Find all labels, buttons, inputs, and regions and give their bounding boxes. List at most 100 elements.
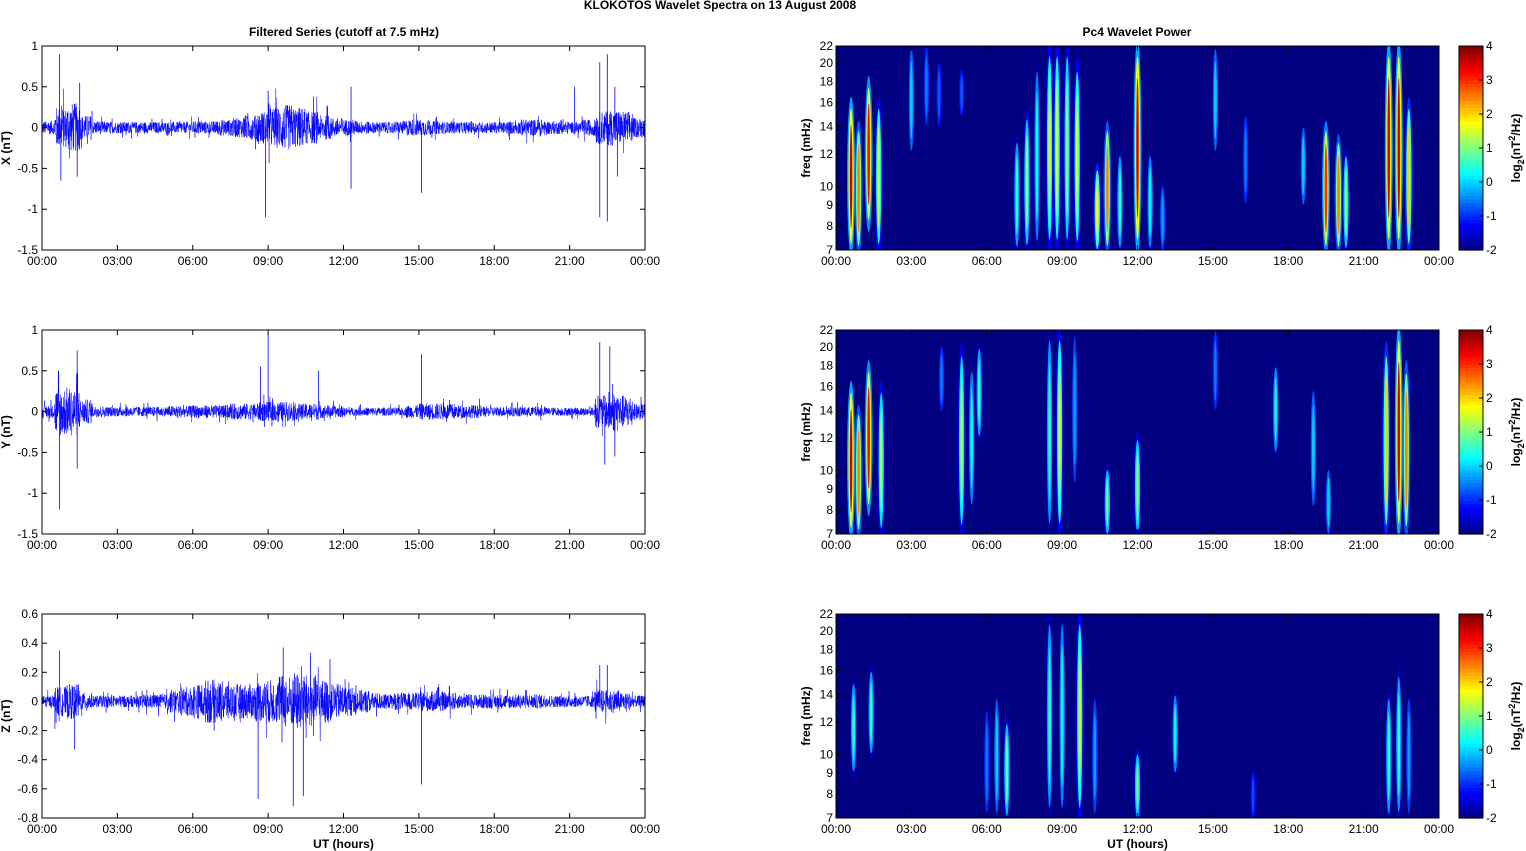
colorbar-swatch xyxy=(1459,500,1483,504)
power-peak xyxy=(1312,404,1315,493)
colorbar-swatch xyxy=(1459,726,1483,731)
colorbar-swatch xyxy=(1459,479,1483,484)
x-tick-label: 00:00 xyxy=(821,254,851,268)
x-tick-label: 00:00 xyxy=(630,538,660,552)
y-tick-label: 16 xyxy=(820,380,834,394)
colorbar-tick-label: 4 xyxy=(1486,39,1493,53)
colorbar-swatch xyxy=(1459,411,1483,416)
colorbar-tick-label: -2 xyxy=(1486,811,1497,825)
colorbar-tick-label: 3 xyxy=(1486,357,1493,371)
colorbar-swatch xyxy=(1459,617,1483,622)
y-tick-label: 12 xyxy=(820,431,834,445)
x-tick-label: 12:00 xyxy=(328,822,358,836)
colorbar-tick-label: 1 xyxy=(1486,425,1493,439)
colorbar-swatch xyxy=(1459,469,1483,474)
spectrogram-events xyxy=(847,330,1411,534)
x-tick-label: 00:00 xyxy=(1424,822,1454,836)
y-tick-label: 18 xyxy=(820,643,834,657)
colorbar-swatch xyxy=(1459,120,1483,125)
colorbar-swatch xyxy=(1459,364,1483,368)
power-peak xyxy=(1136,761,1139,811)
power-peak xyxy=(857,144,860,233)
x-tick-label: 21:00 xyxy=(555,538,585,552)
power-peak xyxy=(937,70,941,120)
colorbar-swatch xyxy=(1459,496,1483,501)
colorbar-swatch xyxy=(1459,702,1483,707)
colorbar-swatch xyxy=(1459,678,1483,683)
y-tick-label: 20 xyxy=(820,624,834,638)
colorbar-tick-label: 1 xyxy=(1486,709,1493,723)
colorbar-swatch xyxy=(1459,131,1483,135)
x-tick-label: 06:00 xyxy=(178,822,208,836)
x-tick-label: 18:00 xyxy=(1273,822,1303,836)
colorbar-swatch xyxy=(1459,801,1483,805)
y-tick-label: 12 xyxy=(820,147,834,161)
colorbar-swatch xyxy=(1459,631,1483,635)
x-tick-label: 06:00 xyxy=(178,254,208,268)
colorbar-swatch xyxy=(1459,401,1483,406)
colorbar-swatch xyxy=(1459,360,1483,365)
colorbar-swatch xyxy=(1459,246,1483,251)
colorbar-swatch xyxy=(1459,814,1483,819)
colorbar-swatch xyxy=(1459,445,1483,450)
power-peak xyxy=(1035,91,1039,222)
power-peak xyxy=(940,354,943,404)
colorbar-label-part: (nT xyxy=(1509,424,1523,443)
colorbar-swatch xyxy=(1459,161,1483,166)
colorbar-swatch xyxy=(1459,192,1483,197)
colorbar-swatch xyxy=(1459,185,1483,190)
colorbar-swatch xyxy=(1459,398,1483,402)
y-axis-label: freq (mHz) xyxy=(799,402,813,461)
x-tick-label: 00:00 xyxy=(1424,254,1454,268)
colorbar-swatch xyxy=(1459,763,1483,768)
colorbar-swatch xyxy=(1459,753,1483,758)
x-tick-label: 00:00 xyxy=(27,822,57,836)
colorbar-swatch xyxy=(1459,137,1483,142)
colorbar-swatch xyxy=(1459,695,1483,700)
power-peak xyxy=(857,428,860,517)
colorbar-swatch xyxy=(1459,404,1483,409)
colorbar-swatch xyxy=(1459,510,1483,515)
x-tick-label: 09:00 xyxy=(253,538,283,552)
colorbar-swatch xyxy=(1459,692,1483,697)
colorbar-tick-label: 2 xyxy=(1486,391,1493,405)
colorbar-swatch xyxy=(1459,49,1483,54)
y-axis-label: freq (mHz) xyxy=(799,686,813,745)
power-peak xyxy=(1065,77,1069,219)
power-peak xyxy=(1078,645,1082,787)
colorbar-swatch xyxy=(1459,93,1483,98)
y-tick-label: 12 xyxy=(820,715,834,729)
x-tick-label: 15:00 xyxy=(1198,822,1228,836)
colorbar-swatch xyxy=(1459,486,1483,491)
power-peak xyxy=(1244,126,1247,194)
power-peak xyxy=(1106,144,1109,233)
power-peak xyxy=(925,56,928,117)
x-tick-label: 21:00 xyxy=(1349,822,1379,836)
power-peak xyxy=(1344,166,1348,238)
colorbar-label-part: /Hz) xyxy=(1509,682,1523,704)
x-tick-label: 00:00 xyxy=(1424,538,1454,552)
colorbar-swatch xyxy=(1459,438,1483,443)
figure-title: KLOKOTOS Wavelet Spectra on 13 August 20… xyxy=(584,0,857,12)
colorbar-swatch xyxy=(1459,384,1483,389)
colorbar-swatch xyxy=(1459,110,1483,115)
colorbar-label-part: 2 xyxy=(1507,704,1517,709)
colorbar-swatch xyxy=(1459,688,1483,693)
x-tick-label: 18:00 xyxy=(479,822,509,836)
colorbar-swatch xyxy=(1459,794,1483,799)
power-peak xyxy=(1173,704,1177,764)
power-peak xyxy=(1093,712,1097,801)
power-peak xyxy=(1384,375,1388,506)
colorbar-swatch xyxy=(1459,367,1483,372)
x-tick-label: 15:00 xyxy=(1198,254,1228,268)
colorbar-label-part: 2 xyxy=(1516,159,1526,164)
spectrogram-events xyxy=(847,46,1413,250)
power-peak xyxy=(879,408,883,513)
y-tick-label: 10 xyxy=(820,463,834,477)
power-peak xyxy=(1407,124,1411,229)
x-tick-label: 00:00 xyxy=(630,822,660,836)
y-tick-label: 22 xyxy=(820,39,834,53)
colorbar-swatch xyxy=(1459,651,1483,656)
